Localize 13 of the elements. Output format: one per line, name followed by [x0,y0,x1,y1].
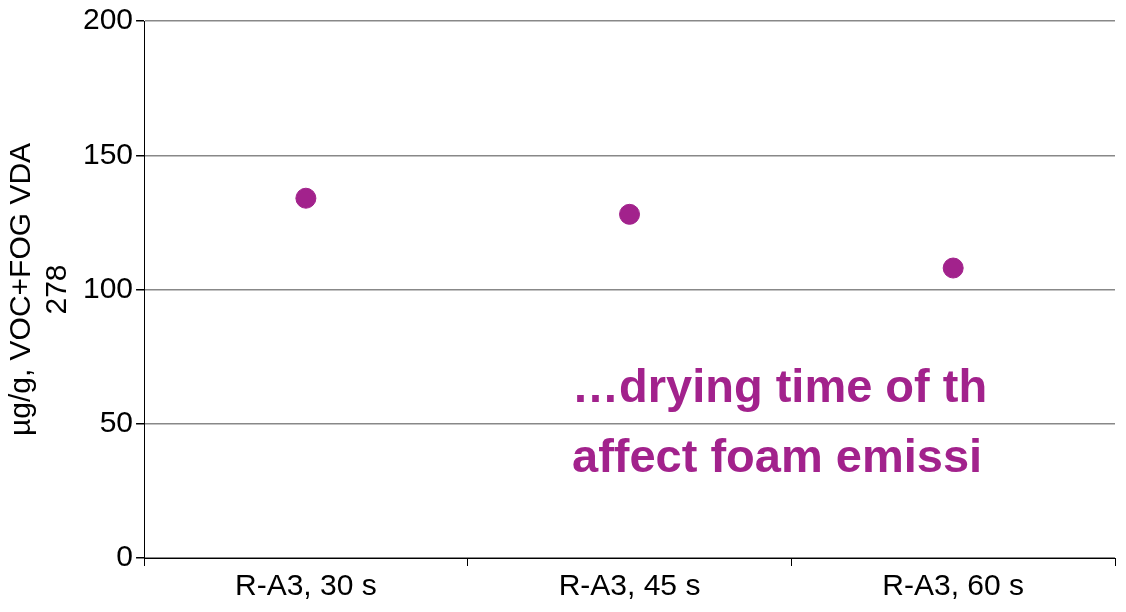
y-tick-label: 50 [99,405,134,439]
x-tick-label: R-A3, 45 s [558,568,701,602]
annotation: …drying time of th affect foam emissi [572,359,988,482]
y-tick-label: 0 [116,539,134,573]
x-tick-label: R-A3, 60 s [882,568,1025,602]
point [295,187,317,209]
point [619,203,641,225]
y-axis-title: µg/g, VOC+FOG VDA 278 [3,142,73,437]
point [942,257,964,279]
y-tick-label: 150 [82,136,134,170]
y-tick-label: 100 [82,270,134,304]
y-tick-label: 200 [82,2,134,36]
x-tick-label: R-A3, 30 s [235,568,377,602]
